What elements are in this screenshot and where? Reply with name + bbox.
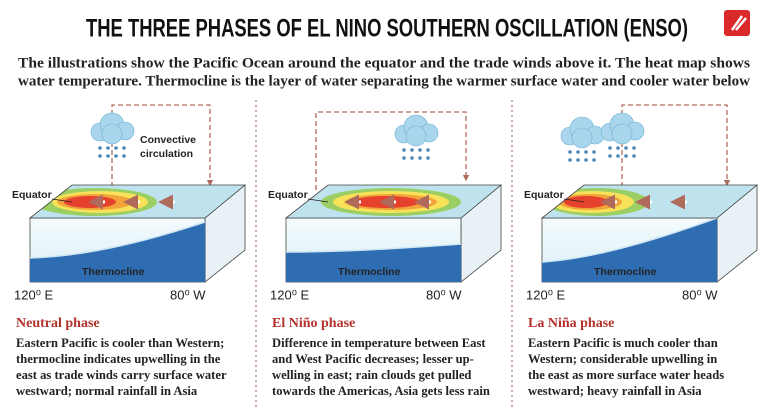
intro-line: water temperature. Thermocline is the la… (18, 73, 751, 89)
raindrop (624, 146, 628, 150)
phase-description: thermocline indicates upwelling in the (16, 352, 221, 366)
intro-line: The illustrations show the Pacific Ocean… (18, 55, 750, 71)
longitude-east: 80⁰ W (682, 287, 718, 302)
circulation-arrow (315, 111, 470, 190)
thermocline-label: Thermocline (82, 266, 145, 278)
raindrop (584, 150, 588, 154)
raindrop (426, 156, 430, 160)
raindrop (624, 154, 628, 158)
circulation-line: Convective (140, 134, 196, 146)
raindrop (608, 146, 612, 150)
title: THE THREE PHASES OF EL NINO SOUTHERN OSC… (86, 15, 688, 43)
logo-mark (730, 15, 747, 31)
raindrop (576, 158, 580, 162)
cloud (405, 125, 427, 147)
raindrop (608, 154, 612, 158)
equator-label: Equator (524, 189, 564, 201)
phase-title: La Niña phase (528, 316, 614, 331)
raindrop (114, 154, 118, 158)
raindrop (592, 158, 596, 162)
raindrop (402, 148, 406, 152)
circulation-arrow (621, 104, 731, 195)
cloud (101, 123, 123, 145)
raindrop (426, 148, 430, 152)
phase-description: Difference in temperature between East (272, 336, 486, 350)
raindrop (122, 154, 126, 158)
ocean-top-face (28, 184, 247, 219)
phase-title: Neutral phase (16, 316, 100, 331)
panel: Equator Thermocline 120⁰ E 80⁰ W La Niña pha… (524, 104, 759, 398)
circulation-arrow (111, 104, 214, 195)
raindrop (568, 158, 572, 162)
raindrop (584, 158, 588, 162)
thermocline-water (286, 244, 461, 282)
raindrop (98, 146, 102, 150)
equator-label: Equator (12, 189, 52, 201)
longitude-east: 80⁰ W (426, 287, 462, 302)
raindrop (410, 148, 414, 152)
raindrop (418, 148, 422, 152)
raindrop (402, 156, 406, 160)
phase-description: and West Pacific decreases; lesser up- (272, 352, 474, 366)
raindrop (418, 156, 422, 160)
phase-description: the east as more surface water heads (528, 368, 724, 382)
equator-line (51, 198, 73, 203)
phase-description: Eastern Pacific is cooler than Western; (16, 336, 224, 350)
raindrop (114, 146, 118, 150)
raindrop (632, 146, 636, 150)
panel: Equator Thermocline 120⁰ E 80⁰ W Convective c… (12, 104, 247, 398)
raindrop (98, 154, 102, 158)
panel: Equator Thermocline 120⁰ E 80⁰ W El Niño pha… (268, 111, 503, 398)
heat-zone (564, 196, 608, 208)
phase-description: westward; normal rainfall in Asia (16, 384, 198, 398)
phase-description: east as trade winds carry surface water (16, 368, 227, 382)
raindrop (576, 150, 580, 154)
cloud (611, 123, 633, 145)
equator-line (307, 198, 329, 203)
equator-line (563, 198, 585, 203)
raindrop (122, 146, 126, 150)
raindrop (616, 146, 620, 150)
raindrop (568, 150, 572, 154)
longitude-west: 120⁰ E (270, 287, 310, 302)
cloud (571, 127, 593, 149)
thermocline-line (541, 217, 718, 263)
thermocline-water (30, 222, 205, 282)
phase-description: Western; considerable upwelling in (528, 352, 717, 366)
raindrop (616, 154, 620, 158)
raindrop (106, 146, 110, 150)
phase-description: westward; heavy rainfall in Asia (528, 384, 702, 398)
circulation-line: circulation (140, 148, 193, 160)
thermocline-label: Thermocline (594, 266, 657, 278)
equator-label: Equator (268, 189, 308, 201)
longitude-west: 120⁰ E (14, 287, 54, 302)
raindrop (106, 154, 110, 158)
phase-description: Eastern Pacific is much cooler than (528, 336, 718, 350)
phase-title: El Niño phase (272, 316, 355, 331)
longitude-west: 120⁰ E (526, 287, 566, 302)
thermocline-water (542, 218, 717, 282)
thermocline-label: Thermocline (338, 266, 401, 278)
thermocline-line (29, 221, 206, 259)
ocean-top-face (540, 184, 759, 219)
circulation-label: Convective circulation (140, 134, 196, 160)
phase-description: welling in east; rain clouds get pulled (272, 368, 471, 382)
longitude-east: 80⁰ W (170, 287, 206, 302)
raindrop (410, 156, 414, 160)
raindrop (632, 154, 636, 158)
ocean-top-face (284, 184, 503, 219)
phase-description: towards the Americas, Asia gets less rai… (272, 384, 490, 398)
raindrop (592, 150, 596, 154)
thermocline-line (285, 243, 462, 253)
